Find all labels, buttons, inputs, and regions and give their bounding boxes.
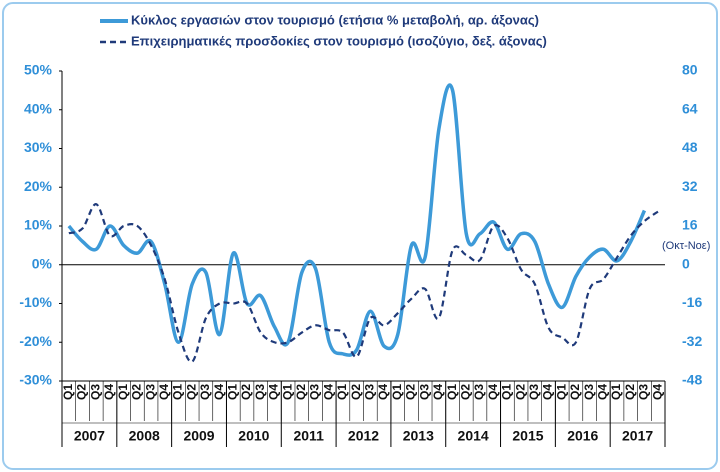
quarter-label: Q4 [541,384,555,400]
quarter-label: Q4 [596,384,610,400]
quarter-label: Q2 [513,384,527,400]
y-tick-label: -30% [19,372,52,388]
quarter-label: Q3 [253,384,267,400]
quarter-label: Q3 [308,384,322,400]
y-tick-label: 20% [24,178,53,194]
quarter-label: Q1 [171,384,185,400]
quarter-label: Q2 [239,384,253,400]
y2-tick-label: 48 [682,139,698,155]
quarter-label: Q3 [637,384,651,400]
quarter-label: Q2 [184,384,198,400]
y2-tick-label: 80 [682,62,698,78]
quarter-label: Q4 [376,384,390,400]
quarter-label: Q2 [623,384,637,400]
quarter-label: Q2 [130,384,144,400]
year-label: 2009 [183,428,214,444]
y2-tick-label: 64 [682,100,698,116]
y-tick-label: 0% [32,255,53,271]
quarter-label: Q3 [582,384,596,400]
quarter-label: Q2 [294,384,308,400]
quarter-label: Q4 [102,384,116,400]
quarter-label: Q2 [349,384,363,400]
y-tick-label: 50% [24,62,53,78]
year-label: 2017 [622,428,653,444]
y-tick-label: 10% [24,217,53,233]
y2-tick-label: 16 [682,217,698,233]
y-tick-label: -10% [19,294,52,310]
year-label: 2011 [293,428,324,444]
quarter-label: Q3 [527,384,541,400]
y-tick-label: -20% [19,333,52,349]
quarter-label: Q1 [335,384,349,400]
quarter-label: Q3 [417,384,431,400]
quarter-label: Q1 [445,384,459,400]
quarter-label: Q2 [75,384,89,400]
year-label: 2012 [348,428,379,444]
series-line [67,83,647,357]
y2-tick-label: -16 [682,294,702,310]
y2-tick-label: 0 [682,255,690,271]
quarter-label: Q1 [609,384,623,400]
year-label: 2007 [74,428,105,444]
y-tick-label: 30% [24,139,53,155]
series-line [68,203,659,363]
quarter-label: Q4 [212,384,226,400]
year-label: 2010 [238,428,269,444]
y2-tick-label: 32 [682,178,698,194]
quarter-label: Q4 [431,384,445,400]
quarter-label: Q4 [486,384,500,400]
quarter-label: Q1 [280,384,294,400]
quarter-label: Q2 [458,384,472,400]
quarter-label: Q4 [321,384,335,400]
quarter-label: Q2 [568,384,582,400]
quarter-label: Q1 [500,384,514,400]
y-tick-label: 40% [24,100,53,116]
quarter-label: Q1 [61,384,75,400]
year-label: 2014 [458,428,489,444]
year-label: 2015 [512,428,543,444]
quarter-label: Q3 [198,384,212,400]
y2-tick-label: -48 [682,372,702,388]
quarter-label: Q1 [225,384,239,400]
quarter-label: Q1 [116,384,130,400]
quarter-label: Q4 [157,384,171,400]
quarter-label: Q3 [472,384,486,400]
quarter-label: Q1 [554,384,568,400]
legend-label: Επιχειρηματικές προσδοκίες στον τουρισμό… [131,33,547,48]
year-label: 2008 [129,428,160,444]
quarter-label: Q4 [267,384,281,400]
legend-label: Κύκλος εργασιών στον τουρισμό (ετήσια % … [131,12,539,27]
year-label: 2016 [567,428,598,444]
quarter-label: Q1 [390,384,404,400]
quarter-label: Q4 [650,384,664,400]
y2-tick-label: -32 [682,333,702,349]
quarter-label: Q3 [143,384,157,400]
quarter-label: Q3 [363,384,377,400]
year-label: 2013 [403,428,434,444]
quarter-label: Q2 [404,384,418,400]
quarter-label: Q3 [88,384,102,400]
annotation: (Οκτ-Νοε) [662,240,710,252]
